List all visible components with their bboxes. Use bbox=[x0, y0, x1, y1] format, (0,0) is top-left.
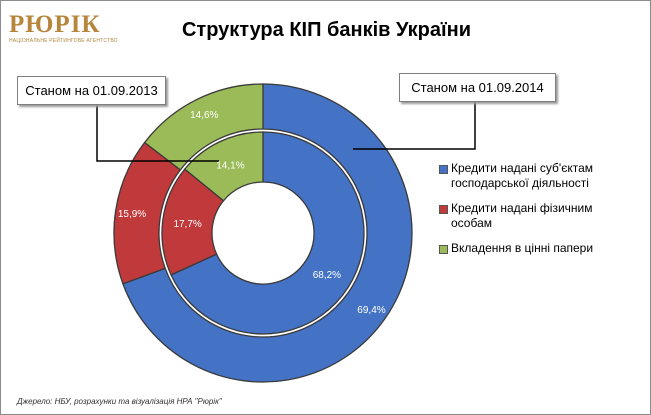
legend-label: Кредити надані суб'єктам bbox=[451, 161, 594, 175]
legend-swatch-individual-credits bbox=[439, 205, 448, 214]
leader-line-inner bbox=[96, 103, 219, 162]
callout-outer-ring: Станом на 01.09.2014 bbox=[399, 73, 556, 102]
callout-inner-ring: Станом на 01.09.2013 bbox=[17, 76, 166, 105]
inner-ring-data-label-securities: 14,1% bbox=[216, 160, 244, 171]
outer-ring-slice-business-credits bbox=[122, 83, 413, 383]
outer-ring-data-label-individual-credits: 15,9% bbox=[118, 209, 146, 220]
legend-item-individual-credits: Кредити надані фізичним особам bbox=[439, 201, 639, 231]
legend-label: господарської діяльності bbox=[451, 176, 589, 190]
inner-ring-data-label-individual-credits: 17,7% bbox=[173, 219, 201, 230]
legend-item-business-credits: Кредити надані суб'єктам господарської ді… bbox=[439, 161, 639, 191]
legend-label: особам bbox=[451, 216, 493, 230]
inner-ring-data-label-business-credits: 68,2% bbox=[313, 270, 341, 281]
source-note: Джерело: НБУ, розрахунки та візуалізація… bbox=[17, 397, 222, 406]
logo: РЮРІК НАЦІОНАЛЬНЕ РЕЙТИНГОВЕ АГЕНТСТВО bbox=[9, 11, 119, 44]
legend-item-securities: Вкладення в цінні папери bbox=[439, 241, 639, 256]
legend-label: Кредити надані фізичним bbox=[451, 201, 593, 215]
legend-swatch-business-credits bbox=[439, 165, 448, 174]
inner-ring-slice-securities bbox=[183, 131, 264, 202]
logo-subtitle: НАЦІОНАЛЬНЕ РЕЙТИНГОВЕ АГЕНТСТВО bbox=[9, 38, 118, 44]
legend-label: Вкладення в цінні папери bbox=[451, 241, 594, 255]
outer-ring-slice-securities bbox=[143, 83, 264, 171]
inner-ring-slice-business-credits bbox=[170, 131, 365, 335]
leader-line-outer bbox=[353, 101, 476, 150]
legend: Кредити надані суб'єктам господарської ді… bbox=[439, 161, 639, 266]
legend-swatch-securities bbox=[439, 245, 448, 254]
outer-ring-data-label-securities: 14,6% bbox=[190, 110, 218, 121]
chart-title: Структура КІП банків України bbox=[181, 19, 472, 41]
logo-name: РЮРІК bbox=[9, 11, 101, 38]
outer-ring-data-label-business-credits: 69,4% bbox=[357, 305, 385, 316]
